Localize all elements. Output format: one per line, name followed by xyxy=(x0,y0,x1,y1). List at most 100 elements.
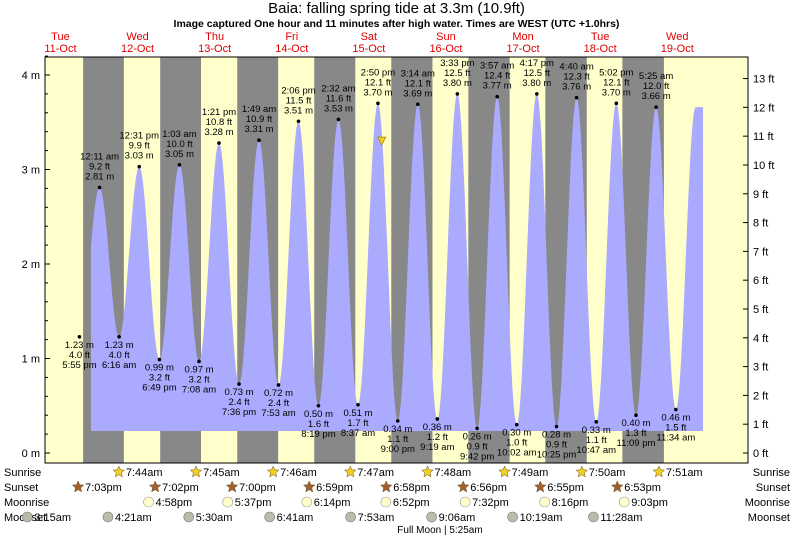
tide-label-high: 12.4 ft xyxy=(484,71,511,82)
sunrise-star-icon xyxy=(189,465,203,478)
date-label: 18-Oct xyxy=(584,43,617,55)
moonrise-icon xyxy=(380,496,392,508)
tide-point-low xyxy=(77,334,82,339)
tide-point-low xyxy=(554,424,559,429)
tide-point-low xyxy=(316,403,321,408)
tide-point-low xyxy=(356,403,360,407)
moonset-time: 4:21am xyxy=(115,512,152,524)
tide-label-low: 8:19 pm xyxy=(301,429,335,440)
tide-label-low: 0.9 ft xyxy=(467,441,488,452)
y-tick-label-ft: 10 ft xyxy=(753,160,774,172)
sunrise-time: 7:45am xyxy=(203,467,240,479)
moonrise-time: 7:32pm xyxy=(472,497,509,509)
y-tick-label-ft: 13 ft xyxy=(753,74,774,86)
tide-label-low: 0.46 m xyxy=(661,413,690,424)
row-label-right: Sunrise xyxy=(753,467,790,479)
day-of-week-label: Sat xyxy=(361,31,378,43)
moonset-time: 10:19am xyxy=(520,512,563,524)
tide-label-low: 1.23 m xyxy=(65,340,94,351)
tide-label-high: 10.0 ft xyxy=(166,139,193,150)
moonset-time: 9:06am xyxy=(439,512,476,524)
tide-label-low: 0.72 m xyxy=(264,388,293,399)
tide-label-low: 7:53 am xyxy=(261,408,295,419)
sunrise-star-icon xyxy=(343,465,357,478)
tide-label-low: 0.34 m xyxy=(383,424,412,435)
sunrise-star-icon xyxy=(266,465,280,478)
tide-point-low xyxy=(395,419,400,423)
tide-point-high xyxy=(574,95,579,100)
tide-label-low: 0.97 m xyxy=(184,364,213,375)
moonrise-time: 9:03pm xyxy=(631,497,668,509)
tide-label-low: 9:00 pm xyxy=(381,444,415,455)
tide-label-low: 10:25 pm xyxy=(537,450,577,461)
date-label: 14-Oct xyxy=(275,43,308,55)
sunset-star-icon xyxy=(379,480,393,493)
tide-label-high: 12.1 ft xyxy=(365,77,392,88)
tide-label-high: 12.1 ft xyxy=(405,78,432,89)
date-label: 11-Oct xyxy=(44,43,76,55)
sunrise-time: 7:47am xyxy=(357,467,394,479)
sunset-time: 6:53pm xyxy=(624,482,661,494)
tide-label-low: 8:37 am xyxy=(341,428,375,439)
tide-point-low xyxy=(237,382,241,386)
tide-point-low xyxy=(594,420,599,424)
y-tick-label-ft: 2 ft xyxy=(753,390,768,402)
sunset-time: 7:02pm xyxy=(162,482,199,494)
tide-label-low: 0.28 m xyxy=(542,430,571,441)
moonset-icon xyxy=(22,511,33,523)
tide-label-low: 6:16 am xyxy=(102,360,136,371)
tide-label-high: 11.5 ft xyxy=(286,95,312,106)
sunset-star-icon xyxy=(225,480,239,493)
tide-label-high: 3.53 m xyxy=(324,103,353,114)
tide-label-high: 2:50 pm xyxy=(361,67,395,78)
y-tick-label-m: 0 m xyxy=(22,448,40,460)
y-tick-label-ft: 6 ft xyxy=(753,275,768,287)
tide-label-high: 3:33 pm xyxy=(440,58,474,69)
tide-label-high: 1:49 am xyxy=(242,104,276,115)
tide-label-high: 1:21 pm xyxy=(202,107,236,118)
sunset-time: 6:56pm xyxy=(470,482,507,494)
sunset-time: 6:59pm xyxy=(316,482,353,494)
row-label-left: Sunrise xyxy=(4,467,41,479)
sunset-time: 6:55pm xyxy=(547,482,584,494)
moonset-icon xyxy=(588,511,599,523)
tide-label-high: 3.31 m xyxy=(245,124,274,135)
sunrise-time: 7:50am xyxy=(589,467,626,479)
tide-label-high: 3.69 m xyxy=(403,88,432,99)
tide-label-high: 5:25 am xyxy=(639,71,673,82)
y-tick-label-ft: 4 ft xyxy=(753,333,768,345)
tide-label-low: 9:42 pm xyxy=(460,451,494,462)
row-label-right: Moonset xyxy=(748,512,790,524)
date-label: 12-Oct xyxy=(121,43,154,55)
tide-point-high xyxy=(376,101,380,106)
sunset-time: 6:58pm xyxy=(393,482,430,494)
row-label-right: Sunset xyxy=(756,482,790,494)
tide-label-low: 3.2 ft xyxy=(149,372,170,383)
tide-label-low: 4.0 ft xyxy=(109,350,130,361)
sunset-star-icon xyxy=(533,480,547,493)
tide-label-high: 2.81 m xyxy=(85,171,114,182)
moonset-time: 11:28am xyxy=(600,512,642,524)
tide-label-low: 0.73 m xyxy=(225,387,254,398)
tide-label-low: 0.51 m xyxy=(343,408,372,419)
y-tick-label-ft: 7 ft xyxy=(753,246,768,258)
moonrise-time: 8:16pm xyxy=(552,497,589,509)
tide-label-high: 12:31 pm xyxy=(119,131,159,142)
day-of-week-label: Mon xyxy=(512,31,533,43)
sunrise-star-icon xyxy=(112,465,126,478)
tide-curve-area xyxy=(91,93,703,432)
sunrise-star-icon xyxy=(498,465,511,478)
tide-point-low xyxy=(197,359,201,364)
y-tick-label-m: 4 m xyxy=(22,70,40,82)
tide-label-low: 2.4 ft xyxy=(268,398,289,409)
tide-label-low: 1.1 ft xyxy=(387,434,408,445)
moonrise-time: 5:37pm xyxy=(235,497,272,509)
sun-moon-rows: Sunrise Sunrise Sunset Sunset Moonrise Moonri… xyxy=(4,465,790,536)
tide-label-high: 2:06 pm xyxy=(281,85,315,96)
tide-point-high xyxy=(97,185,102,190)
tide-label-high: 4:17 pm xyxy=(520,58,554,69)
tide-point-low xyxy=(157,357,162,362)
row-label-left: Moonrise xyxy=(4,497,49,509)
chart-title: Baia: falling spring tide at 3.3m (10.9f… xyxy=(268,0,525,17)
moonrise-icon xyxy=(459,496,471,508)
